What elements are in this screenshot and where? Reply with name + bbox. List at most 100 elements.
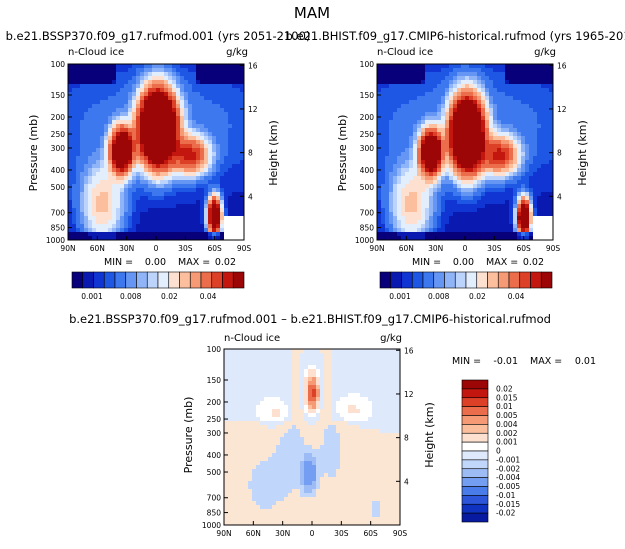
heat-cell — [300, 373, 304, 377]
heat-cell — [413, 128, 417, 132]
heat-cell — [276, 409, 280, 413]
heat-cell — [156, 88, 160, 92]
heat-cell — [397, 132, 401, 136]
heat-cell — [256, 369, 260, 373]
heat-cell — [256, 373, 260, 377]
heat-cell — [104, 224, 108, 228]
colorbar-swatch — [380, 272, 391, 288]
heat-cell — [469, 72, 473, 76]
heat-cell — [292, 421, 296, 425]
heat-cell — [537, 88, 541, 92]
heat-cell — [292, 357, 296, 361]
heat-cell — [132, 172, 136, 176]
heat-cell — [405, 148, 409, 152]
heat-cell — [377, 72, 381, 76]
heat-cell — [236, 481, 240, 485]
heat-cell — [112, 64, 116, 68]
heat-cell — [108, 156, 112, 160]
heat-cell — [537, 92, 541, 96]
heat-cell — [525, 64, 529, 68]
heat-cell — [212, 196, 216, 200]
heat-cell — [517, 196, 521, 200]
heat-cell — [493, 76, 497, 80]
heat-cell — [176, 88, 180, 92]
heat-cell — [473, 144, 477, 148]
heat-cell — [405, 184, 409, 188]
heat-cell — [136, 232, 140, 236]
heat-cell — [224, 196, 228, 200]
heat-cell — [196, 164, 200, 168]
heat-cell — [521, 232, 525, 236]
heat-cell — [264, 353, 268, 357]
heat-cell — [100, 160, 104, 164]
heat-cell — [385, 64, 389, 68]
heat-cell — [517, 68, 521, 72]
heat-cell — [401, 152, 405, 156]
heat-cell — [461, 160, 465, 164]
heat-cell — [244, 369, 248, 373]
heat-cell — [204, 68, 208, 72]
heat-cell — [224, 349, 228, 353]
heat-cell — [192, 68, 196, 72]
heat-cell — [308, 449, 312, 453]
heat-cell — [124, 128, 128, 132]
heat-cell — [236, 389, 240, 393]
heat-cell — [521, 96, 525, 100]
heat-cell — [172, 164, 176, 168]
heat-cell — [284, 361, 288, 365]
heat-cell — [232, 461, 236, 465]
heat-cell — [224, 409, 228, 413]
heat-cell — [397, 108, 401, 112]
heat-cell — [381, 200, 385, 204]
heat-cell — [252, 465, 256, 469]
heat-cell — [276, 421, 280, 425]
heat-cell — [292, 377, 296, 381]
heat-cell — [216, 216, 220, 220]
x-tick-label: 60N — [90, 244, 105, 253]
heat-cell — [393, 184, 397, 188]
heat-cell — [76, 164, 80, 168]
heat-cell — [405, 112, 409, 116]
heat-cell — [256, 465, 260, 469]
heat-cell — [493, 208, 497, 212]
heat-cell — [513, 184, 517, 188]
heat-cell — [144, 104, 148, 108]
heat-cell — [377, 128, 381, 132]
heat-cell — [116, 148, 120, 152]
heat-cell — [140, 228, 144, 232]
heat-cell — [260, 429, 264, 433]
heat-cell — [160, 72, 164, 76]
heat-cell — [529, 212, 533, 216]
heat-cell — [433, 212, 437, 216]
heat-cell — [228, 204, 232, 208]
heat-cell — [473, 180, 477, 184]
heat-cell — [413, 80, 417, 84]
heat-cell — [517, 92, 521, 96]
heat-cell — [433, 136, 437, 140]
heat-cell — [276, 489, 280, 493]
heat-cell — [453, 112, 457, 116]
heat-cell — [529, 164, 533, 168]
heat-cell — [288, 369, 292, 373]
heat-cell — [381, 208, 385, 212]
heat-cell — [204, 232, 208, 236]
heat-cell — [140, 156, 144, 160]
heat-cell — [505, 216, 509, 220]
heat-cell — [453, 96, 457, 100]
heat-cell — [92, 176, 96, 180]
heat-cell — [425, 228, 429, 232]
heat-cell — [184, 164, 188, 168]
heat-cell — [481, 148, 485, 152]
heat-cell — [505, 168, 509, 172]
heat-cell — [417, 156, 421, 160]
heat-cell — [248, 357, 252, 361]
heat-cell — [212, 76, 216, 80]
heat-cell — [533, 204, 537, 208]
heat-cell — [405, 116, 409, 120]
heat-cell — [501, 144, 505, 148]
heat-cell — [76, 92, 80, 96]
heat-cell — [172, 92, 176, 96]
heat-cell — [445, 172, 449, 176]
heat-cell — [441, 72, 445, 76]
heat-cell — [140, 220, 144, 224]
